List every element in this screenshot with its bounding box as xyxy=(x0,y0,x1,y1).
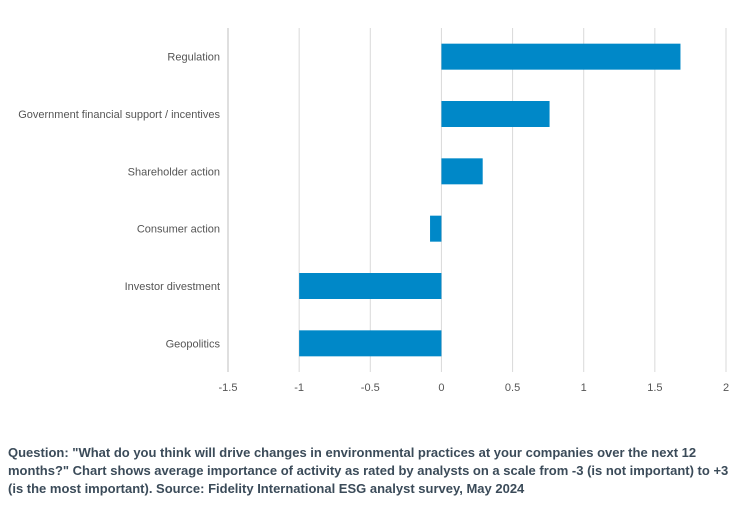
x-tick-label: 2 xyxy=(723,382,729,394)
bar xyxy=(441,158,483,185)
x-tick-label: -0.5 xyxy=(361,382,380,394)
x-tick-label: 0.5 xyxy=(505,382,520,394)
category-label: Investor divestment xyxy=(125,281,220,293)
chart-caption: Question: "What do you think will drive … xyxy=(8,445,729,496)
x-tick-label: -1 xyxy=(294,382,304,394)
bar xyxy=(299,330,442,357)
bar xyxy=(441,43,681,70)
category-label: Geopolitics xyxy=(166,338,221,350)
bar xyxy=(430,215,442,242)
x-tick-label: 1.5 xyxy=(647,382,662,394)
bar xyxy=(441,101,550,127)
category-label: Shareholder action xyxy=(128,166,220,178)
category-label: Government financial support / incentive… xyxy=(18,109,220,121)
category-label: Regulation xyxy=(167,52,220,64)
x-tick-label: 0 xyxy=(438,382,444,394)
bar-chart: -1.5 -1 -0.5 0 0.5 1 1.5 2 Regulation Government … xyxy=(18,28,729,394)
x-tick-label: -1.5 xyxy=(219,382,238,394)
x-tick-label: 1 xyxy=(581,382,587,394)
category-label: Consumer action xyxy=(137,224,220,236)
bar xyxy=(299,273,442,299)
